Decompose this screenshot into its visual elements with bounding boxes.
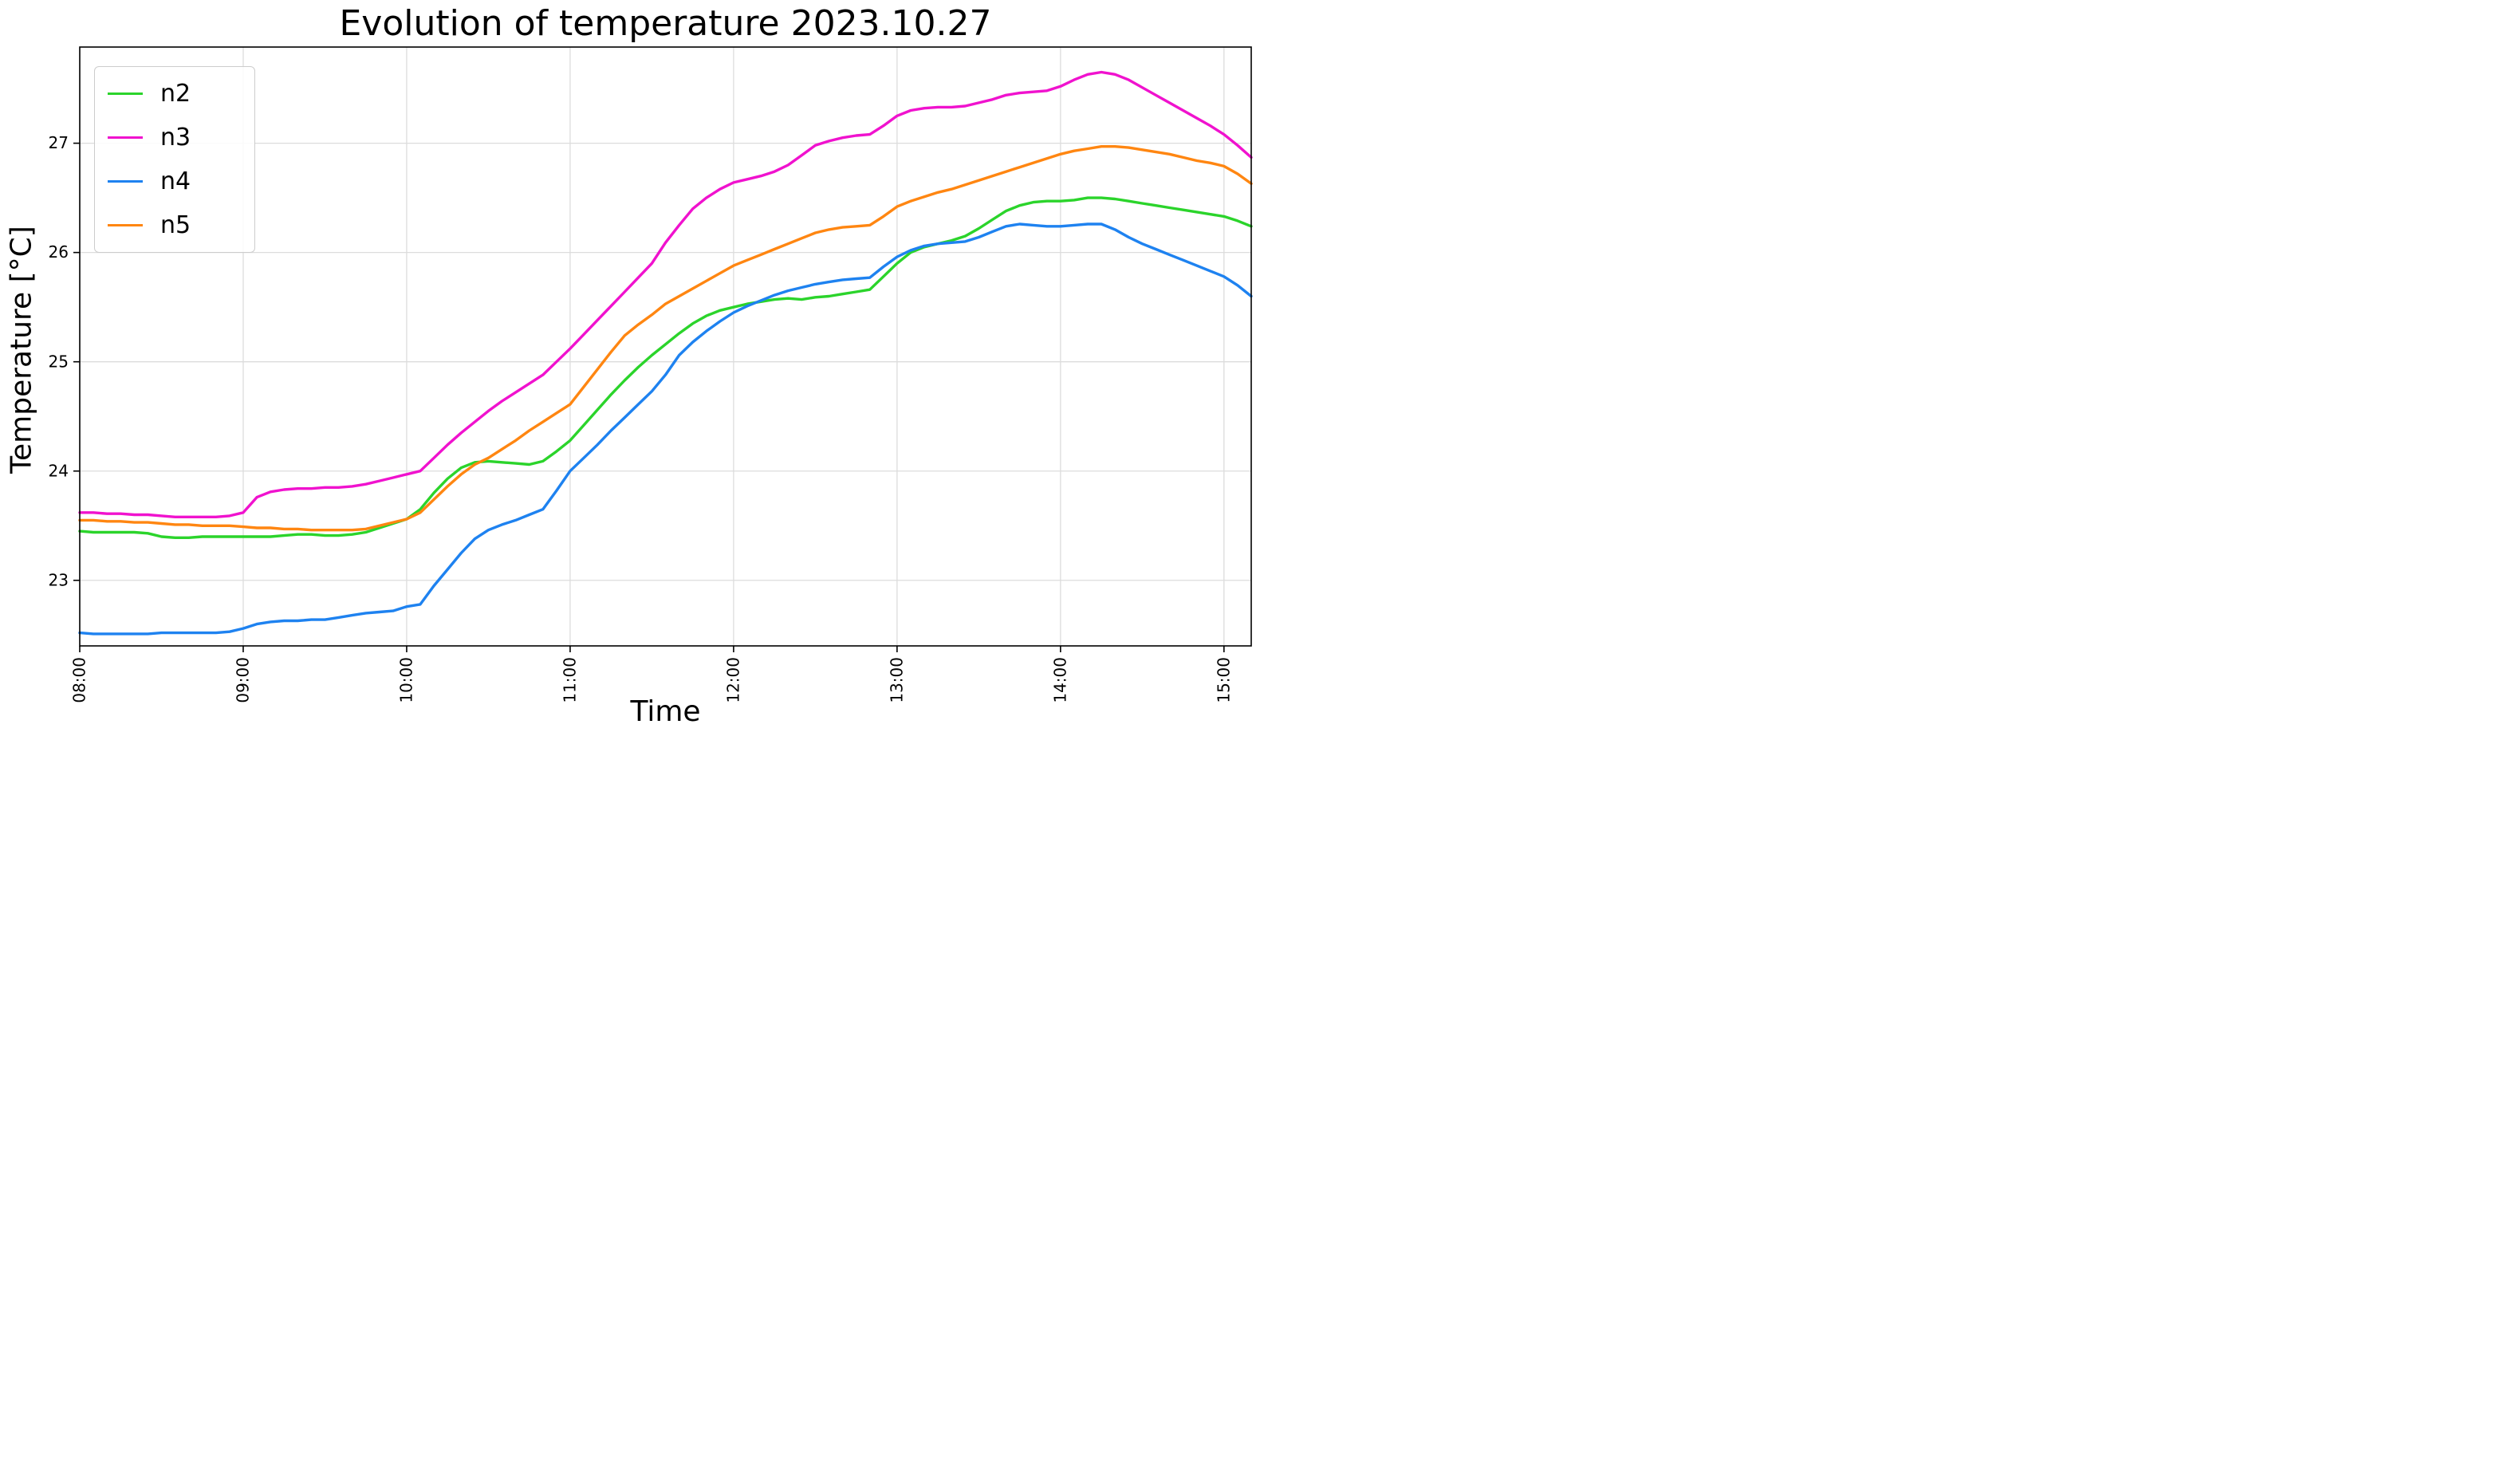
x-tick-label: 15:00 [1214,657,1233,703]
x-tick-label: 12:00 [724,657,743,703]
legend-line-swatch [108,180,143,183]
x-axis-label: Time [630,695,701,728]
legend-item-n3: n3 [95,123,254,152]
x-tick-label: 09:00 [234,657,253,703]
axes-box [79,46,1252,647]
legend-item-n2: n2 [95,79,254,108]
y-tick-label: 25 [49,352,69,371]
legend-label: n5 [160,211,191,239]
legend-label: n3 [160,123,191,152]
series-line-n5 [78,144,1253,532]
legend-label: n2 [160,79,191,108]
legend: n2 n3 n4 n5 [94,66,255,253]
figure: Evolution of temperature 2023.10.27 08:0… [0,0,1260,738]
legend-line-swatch [108,92,143,95]
y-axis-label: Temperature [°C] [5,226,38,474]
series-line-n2 [78,196,1253,539]
legend-item-n4: n4 [95,167,254,195]
x-tick-label: 11:00 [561,657,580,703]
y-tick-label: 26 [49,242,69,262]
y-tick-label: 24 [49,461,69,480]
plot-area: 08:00 09:00 10:00 11:00 12:00 13:00 14:00 15:00… [49,46,1253,703]
legend-line-swatch [108,224,143,226]
chart-title: Evolution of temperature 2023.10.27 [339,3,992,44]
y-tick-label: 27 [49,133,69,152]
legend-label: n4 [160,167,191,195]
legend-item-n5: n5 [95,211,254,239]
series-line-n4 [78,222,1253,636]
x-tick-label: 10:00 [397,657,416,703]
y-tick-label: 23 [49,570,69,589]
x-tick-label: 14:00 [1050,657,1069,703]
x-tick-label: 08:00 [70,657,89,703]
series-line-n3 [78,70,1253,518]
x-tick-label: 13:00 [887,657,906,703]
legend-line-swatch [108,136,143,139]
